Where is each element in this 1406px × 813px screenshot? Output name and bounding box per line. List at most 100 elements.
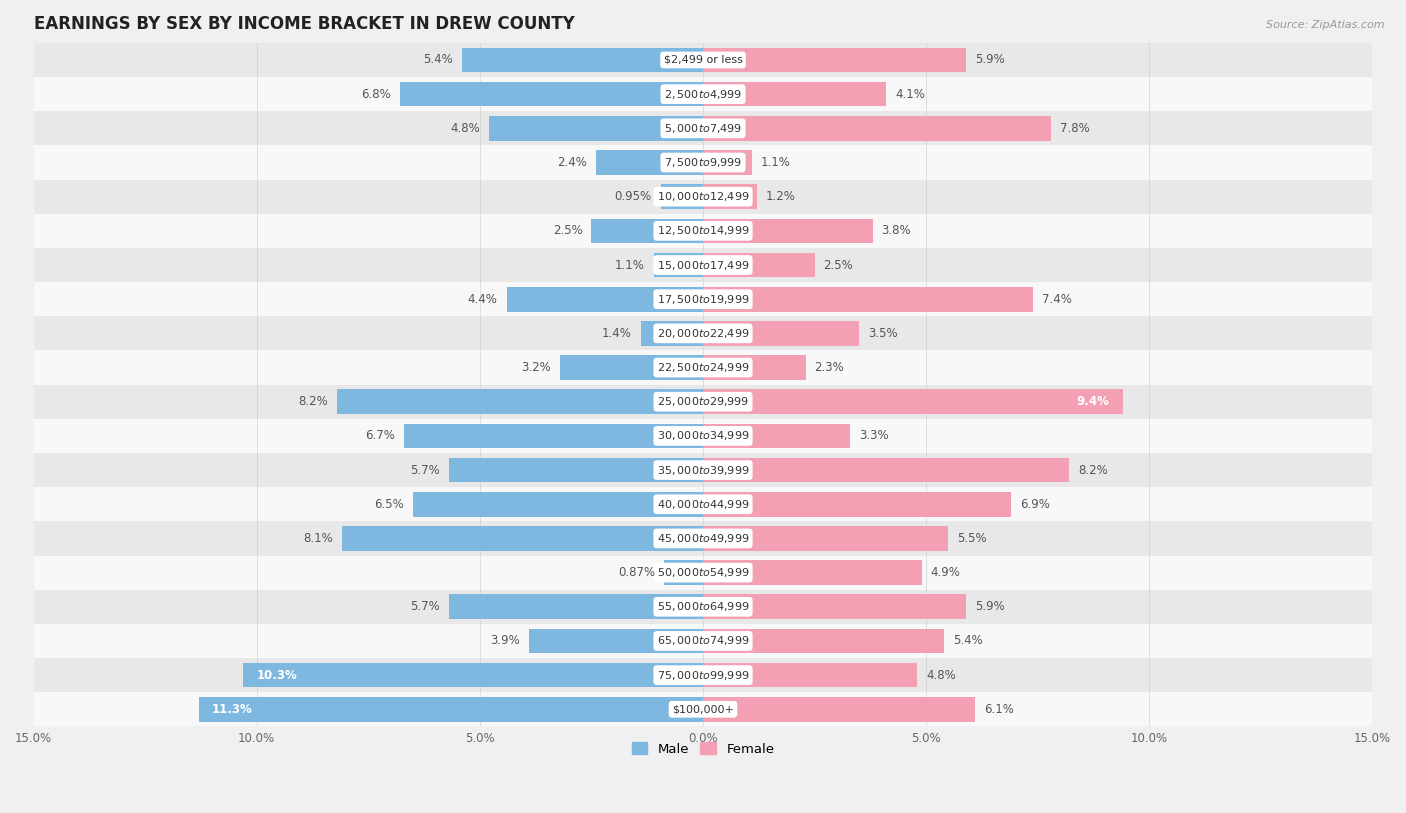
Bar (703, 663, 917, 688)
Bar (703, 697, 976, 722)
Bar (342, 526, 703, 550)
Text: $50,000 to $54,999: $50,000 to $54,999 (657, 566, 749, 579)
Bar (449, 594, 703, 619)
Text: 6.7%: 6.7% (366, 429, 395, 442)
Text: 3.9%: 3.9% (491, 634, 520, 647)
Bar (703, 458, 1069, 482)
Bar (703, 219, 873, 243)
Bar (703, 560, 922, 585)
Bar (703, 628, 943, 654)
Text: $55,000 to $64,999: $55,000 to $64,999 (657, 600, 749, 613)
Bar (34, 624, 1372, 658)
Text: 1.1%: 1.1% (614, 259, 645, 272)
Bar (506, 287, 703, 311)
Text: 11.3%: 11.3% (212, 702, 253, 715)
Bar (34, 385, 1372, 419)
Bar (703, 150, 752, 175)
Text: 1.4%: 1.4% (602, 327, 631, 340)
Bar (34, 521, 1372, 555)
Text: $7,500 to $9,999: $7,500 to $9,999 (664, 156, 742, 169)
Text: $25,000 to $29,999: $25,000 to $29,999 (657, 395, 749, 408)
Text: 2.4%: 2.4% (557, 156, 586, 169)
Text: 1.1%: 1.1% (761, 156, 792, 169)
Text: 4.9%: 4.9% (931, 566, 960, 579)
Bar (198, 697, 703, 722)
Text: $35,000 to $39,999: $35,000 to $39,999 (657, 463, 749, 476)
Bar (34, 282, 1372, 316)
Text: 5.4%: 5.4% (953, 634, 983, 647)
Text: 4.8%: 4.8% (450, 122, 479, 135)
Text: $17,500 to $19,999: $17,500 to $19,999 (657, 293, 749, 306)
Text: 2.5%: 2.5% (824, 259, 853, 272)
Bar (34, 487, 1372, 521)
Text: $15,000 to $17,499: $15,000 to $17,499 (657, 259, 749, 272)
Text: $75,000 to $99,999: $75,000 to $99,999 (657, 668, 749, 681)
Text: 8.1%: 8.1% (302, 532, 333, 545)
Bar (34, 555, 1372, 589)
Bar (34, 453, 1372, 487)
Text: 3.5%: 3.5% (868, 327, 898, 340)
Bar (529, 628, 703, 654)
Bar (596, 150, 703, 175)
Text: 5.4%: 5.4% (423, 54, 453, 67)
Bar (34, 419, 1372, 453)
Bar (34, 214, 1372, 248)
Text: 0.95%: 0.95% (614, 190, 651, 203)
Bar (641, 321, 703, 346)
Text: $22,500 to $24,999: $22,500 to $24,999 (657, 361, 749, 374)
Text: 4.1%: 4.1% (894, 88, 925, 101)
Bar (703, 82, 886, 107)
Text: $2,500 to $4,999: $2,500 to $4,999 (664, 88, 742, 101)
Bar (654, 253, 703, 277)
Text: 5.9%: 5.9% (976, 600, 1005, 613)
Text: 3.2%: 3.2% (522, 361, 551, 374)
Bar (34, 316, 1372, 350)
Bar (703, 355, 806, 380)
Text: 1.2%: 1.2% (765, 190, 796, 203)
Text: 7.8%: 7.8% (1060, 122, 1090, 135)
Text: $5,000 to $7,499: $5,000 to $7,499 (664, 122, 742, 135)
Text: 3.8%: 3.8% (882, 224, 911, 237)
Bar (34, 43, 1372, 77)
Bar (592, 219, 703, 243)
Text: 4.4%: 4.4% (468, 293, 498, 306)
Bar (34, 77, 1372, 111)
Text: 5.9%: 5.9% (976, 54, 1005, 67)
Bar (703, 321, 859, 346)
Bar (34, 180, 1372, 214)
Bar (34, 589, 1372, 624)
Text: $30,000 to $34,999: $30,000 to $34,999 (657, 429, 749, 442)
Bar (703, 185, 756, 209)
Text: 2.3%: 2.3% (814, 361, 845, 374)
Text: $100,000+: $100,000+ (672, 704, 734, 715)
Text: $12,500 to $14,999: $12,500 to $14,999 (657, 224, 749, 237)
Bar (703, 48, 966, 72)
Bar (703, 116, 1052, 141)
Text: $65,000 to $74,999: $65,000 to $74,999 (657, 634, 749, 647)
Bar (703, 424, 851, 448)
Text: 6.8%: 6.8% (361, 88, 391, 101)
Text: 5.7%: 5.7% (411, 600, 440, 613)
Bar (34, 248, 1372, 282)
Bar (664, 560, 703, 585)
Text: 8.2%: 8.2% (298, 395, 328, 408)
Text: 10.3%: 10.3% (257, 668, 298, 681)
Text: 7.4%: 7.4% (1042, 293, 1071, 306)
Text: 5.7%: 5.7% (411, 463, 440, 476)
Bar (703, 389, 1122, 414)
Bar (404, 424, 703, 448)
Bar (703, 526, 949, 550)
Text: 6.9%: 6.9% (1019, 498, 1050, 511)
Bar (399, 82, 703, 107)
Text: 9.4%: 9.4% (1076, 395, 1109, 408)
Bar (243, 663, 703, 688)
Text: 4.8%: 4.8% (927, 668, 956, 681)
Bar (34, 111, 1372, 146)
Text: 6.1%: 6.1% (984, 702, 1014, 715)
Text: 6.5%: 6.5% (374, 498, 404, 511)
Bar (449, 458, 703, 482)
Bar (703, 287, 1033, 311)
Bar (34, 658, 1372, 692)
Text: 8.2%: 8.2% (1078, 463, 1108, 476)
Bar (34, 692, 1372, 726)
